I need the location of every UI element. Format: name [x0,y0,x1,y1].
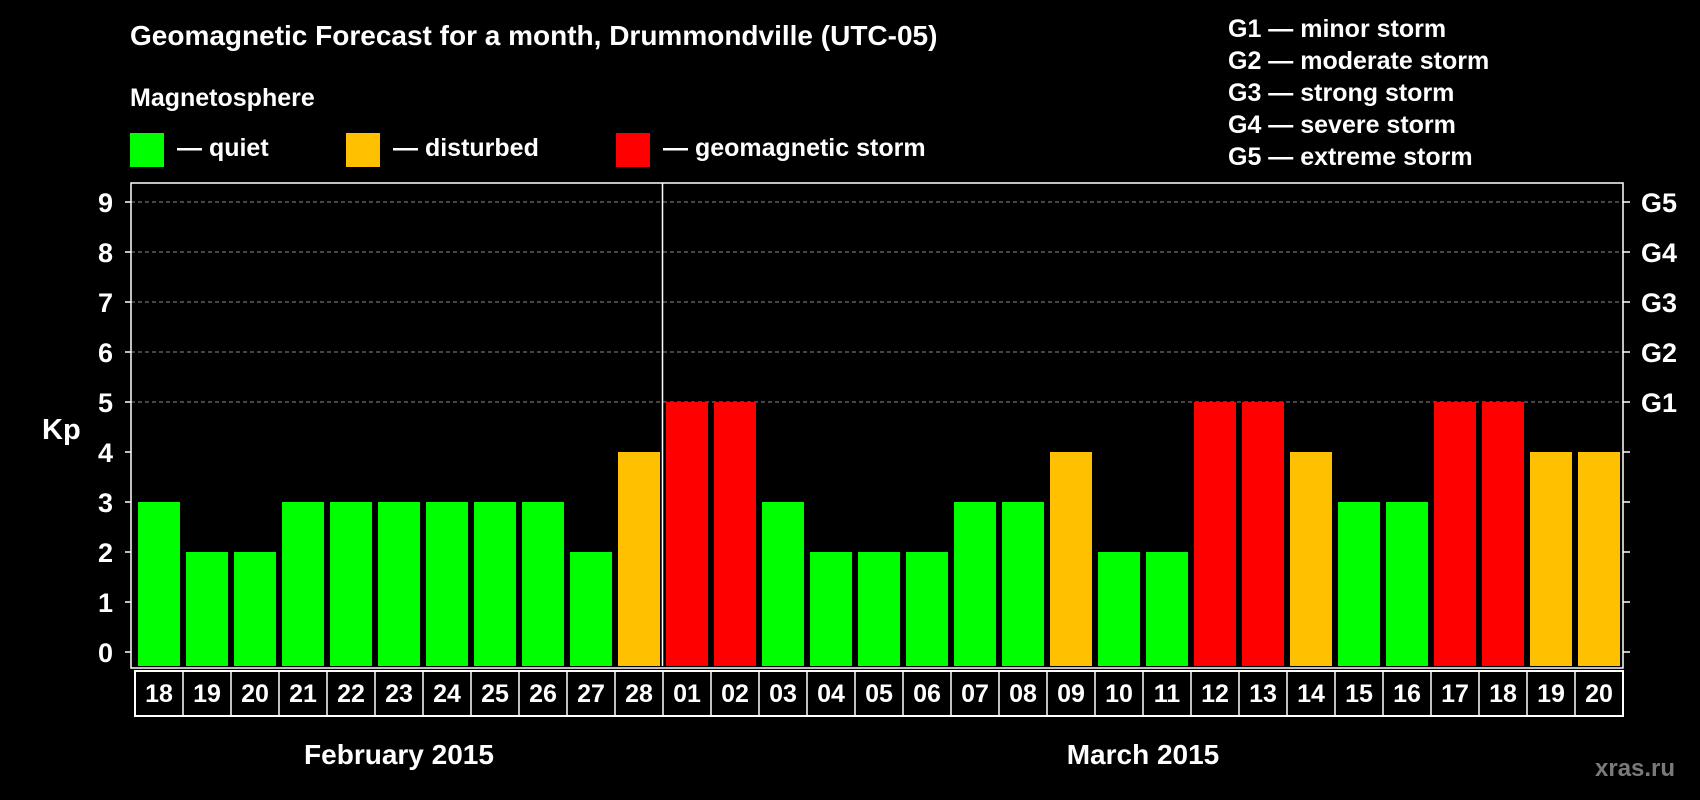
y-tick-label: 6 [98,338,113,368]
x-tick-label: 14 [1297,680,1325,708]
bar [1338,502,1380,666]
chart-title: Geomagnetic Forecast for a month, Drummo… [130,20,938,51]
x-tick-label: 19 [1537,680,1565,708]
g-scale-label: G2 [1641,338,1677,368]
bar [474,502,516,666]
x-tick-label: 13 [1249,680,1277,708]
bar [1050,452,1092,666]
x-tick-label: 22 [337,680,365,708]
bar [954,502,996,666]
x-tick-label: 11 [1154,680,1181,708]
x-tick-label: 18 [1489,680,1517,708]
bar [426,502,468,666]
date-axis-box [134,670,1624,717]
x-tick-label: 07 [961,680,989,708]
y-tick-label: 5 [98,388,113,418]
bar [714,402,756,666]
bar [1434,402,1476,666]
bar [1386,502,1428,666]
x-tick-label: 21 [289,680,317,708]
bar [1146,552,1188,666]
storm-scale-g5: G5 — extreme storm [1228,143,1473,171]
bar [138,502,180,666]
storm-scale-legend: G1 — minor storm G2 — moderate storm G3 … [1228,13,1489,173]
x-tick-label: 19 [193,680,221,708]
watermark: xras.ru [1595,755,1676,782]
bar [186,552,228,666]
y-tick-label: 1 [98,588,113,618]
y-tick-label: 0 [98,638,113,668]
legend-swatch-quiet [130,133,164,167]
x-tick-label: 03 [769,680,797,708]
bar [762,502,804,666]
x-tick-label: 28 [625,680,653,708]
month-label: February 2015 [304,739,494,770]
legend-label-storm: — geomagnetic storm [663,134,926,162]
y-tick-label: 4 [98,438,113,468]
x-tick-label: 18 [145,680,173,708]
month-label: March 2015 [1067,739,1220,770]
x-tick-label: 15 [1345,680,1373,708]
g-scale-label: G4 [1641,238,1677,268]
legend-label-quiet: — quiet [177,134,269,162]
x-tick-label: 17 [1441,680,1469,708]
bar [282,502,324,666]
storm-scale-g1: G1 — minor storm [1228,15,1447,43]
bar [810,552,852,666]
x-tick-label: 04 [817,680,845,708]
bar [858,552,900,666]
bar [666,402,708,666]
y-axis-label: Kp [42,414,81,446]
x-tick-label: 20 [1585,680,1613,708]
x-tick-label: 10 [1105,680,1133,708]
storm-scale-g2: G2 — moderate storm [1228,47,1490,75]
y-tick-label: 8 [98,238,113,268]
bar [234,552,276,666]
g-scale-label: G3 [1641,288,1677,318]
bar [1098,552,1140,666]
bar [1194,402,1236,666]
g-scale-label: G5 [1641,188,1677,218]
bar [1290,452,1332,666]
x-tick-label: 20 [241,680,269,708]
x-tick-label: 26 [529,680,557,708]
x-tick-label: 23 [385,680,413,708]
x-tick-label: 05 [865,680,893,708]
bar [570,552,612,666]
x-tick-label: 12 [1201,680,1229,708]
bar [522,502,564,666]
bar [1242,402,1284,666]
bar [906,552,948,666]
storm-scale-g4: G4 — severe storm [1228,111,1456,139]
x-tick-label: 25 [481,680,509,708]
plot-frame [130,182,1624,669]
legend-heading: Magnetosphere [130,84,315,112]
x-tick-label: 24 [433,680,461,708]
bar [1002,502,1044,666]
legend-label-disturbed: — disturbed [393,134,539,162]
x-tick-label: 02 [721,680,749,708]
x-tick-label: 08 [1009,680,1037,708]
bar [378,502,420,666]
y-tick-label: 7 [98,288,113,318]
storm-scale-g3: G3 — strong storm [1228,79,1455,107]
x-tick-label: 16 [1393,680,1421,708]
x-tick-label: 06 [913,680,941,708]
bar [1482,402,1524,666]
bar [330,502,372,666]
bar [618,452,660,666]
bar [1578,452,1620,666]
legend-swatch-disturbed [346,133,380,167]
x-tick-label: 09 [1057,680,1085,708]
y-tick-label: 3 [98,488,113,518]
g-scale-label: G1 [1641,388,1677,418]
x-tick-label: 27 [577,680,605,708]
bar [1530,452,1572,666]
y-tick-label: 9 [98,188,113,218]
y-tick-label: 2 [98,538,113,568]
legend-swatch-storm [616,133,650,167]
x-tick-label: 01 [673,680,701,708]
